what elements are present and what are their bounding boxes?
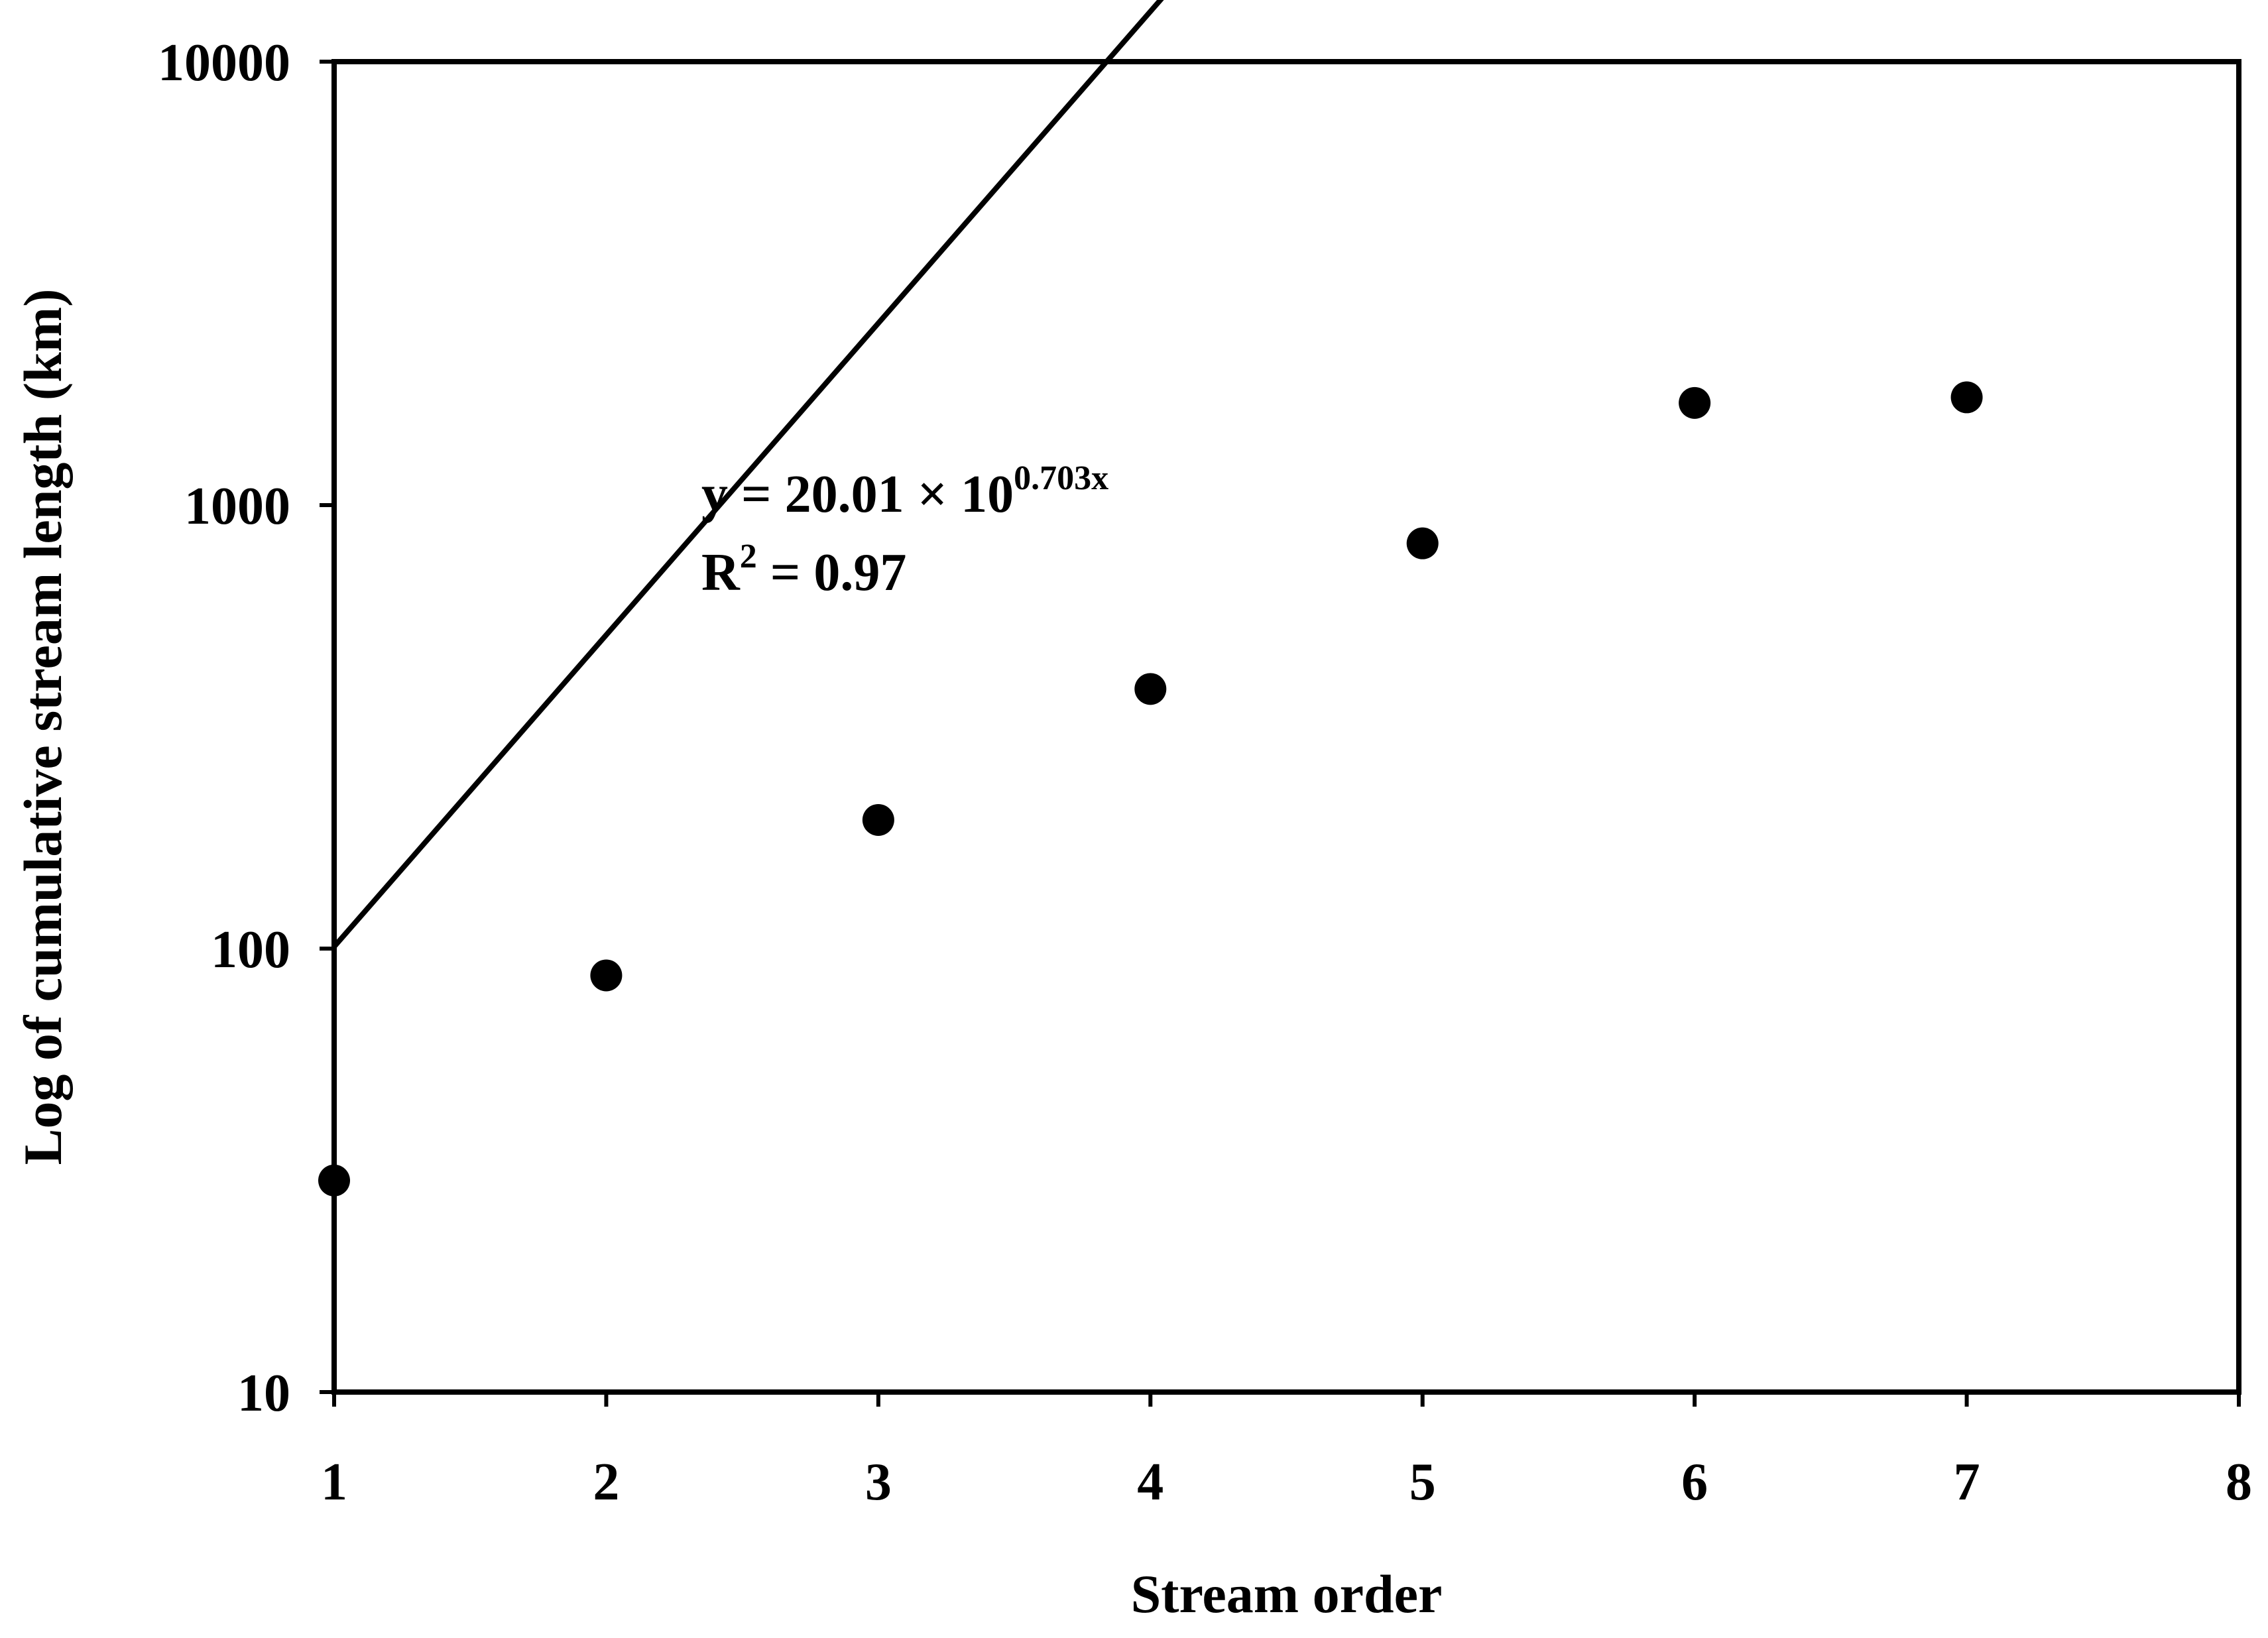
data-point [1679, 386, 1711, 419]
r2-value: = 0.97 [757, 544, 907, 602]
x-axis-title: Stream order [1131, 1564, 1443, 1624]
data-point [1406, 527, 1439, 559]
data-point [862, 803, 894, 836]
r2-prefix: R [701, 544, 741, 602]
x-tick-label: 5 [1409, 1453, 1436, 1511]
y-axis-tick-labels: 10 100 1000 10000 [158, 34, 290, 1423]
r-squared-label: R2 = 0.97 [701, 538, 906, 602]
x-tick-label: 6 [1681, 1453, 1708, 1511]
x-tick-label: 1 [321, 1453, 347, 1511]
data-point [1950, 381, 1983, 414]
plot-area-frame [331, 59, 2241, 1395]
x-tick-label: 3 [865, 1453, 892, 1511]
x-tick-label: 4 [1137, 1453, 1164, 1511]
y-tick-label: 100 [211, 921, 290, 979]
equation-exponent: 0.703x [1014, 459, 1108, 497]
data-points [318, 381, 1983, 1197]
data-point [318, 1164, 350, 1197]
equation-base: y = 20.01 × 10 [701, 465, 1014, 524]
y-tick-label: 10000 [158, 34, 290, 92]
x-axis-tick-labels: 1 2 3 4 5 6 7 8 [321, 1453, 2252, 1511]
x-tick-label: 7 [1954, 1453, 1980, 1511]
y-axis-title: Log of cumulative stream length (km) [13, 289, 73, 1165]
x-tick-label: 2 [593, 1453, 619, 1511]
regression-equation: y = 20.01 × 100.703x [701, 459, 1108, 524]
r2-superscript: 2 [740, 538, 757, 575]
x-tick-label: 8 [2226, 1453, 2252, 1511]
x-axis-ticks [332, 1392, 2241, 1407]
y-axis-ticks [320, 60, 334, 1394]
y-tick-label: 10 [237, 1364, 290, 1423]
regression-line [331, 0, 1164, 949]
data-point [590, 959, 623, 992]
data-point [1134, 673, 1167, 705]
y-tick-label: 1000 [184, 477, 290, 536]
